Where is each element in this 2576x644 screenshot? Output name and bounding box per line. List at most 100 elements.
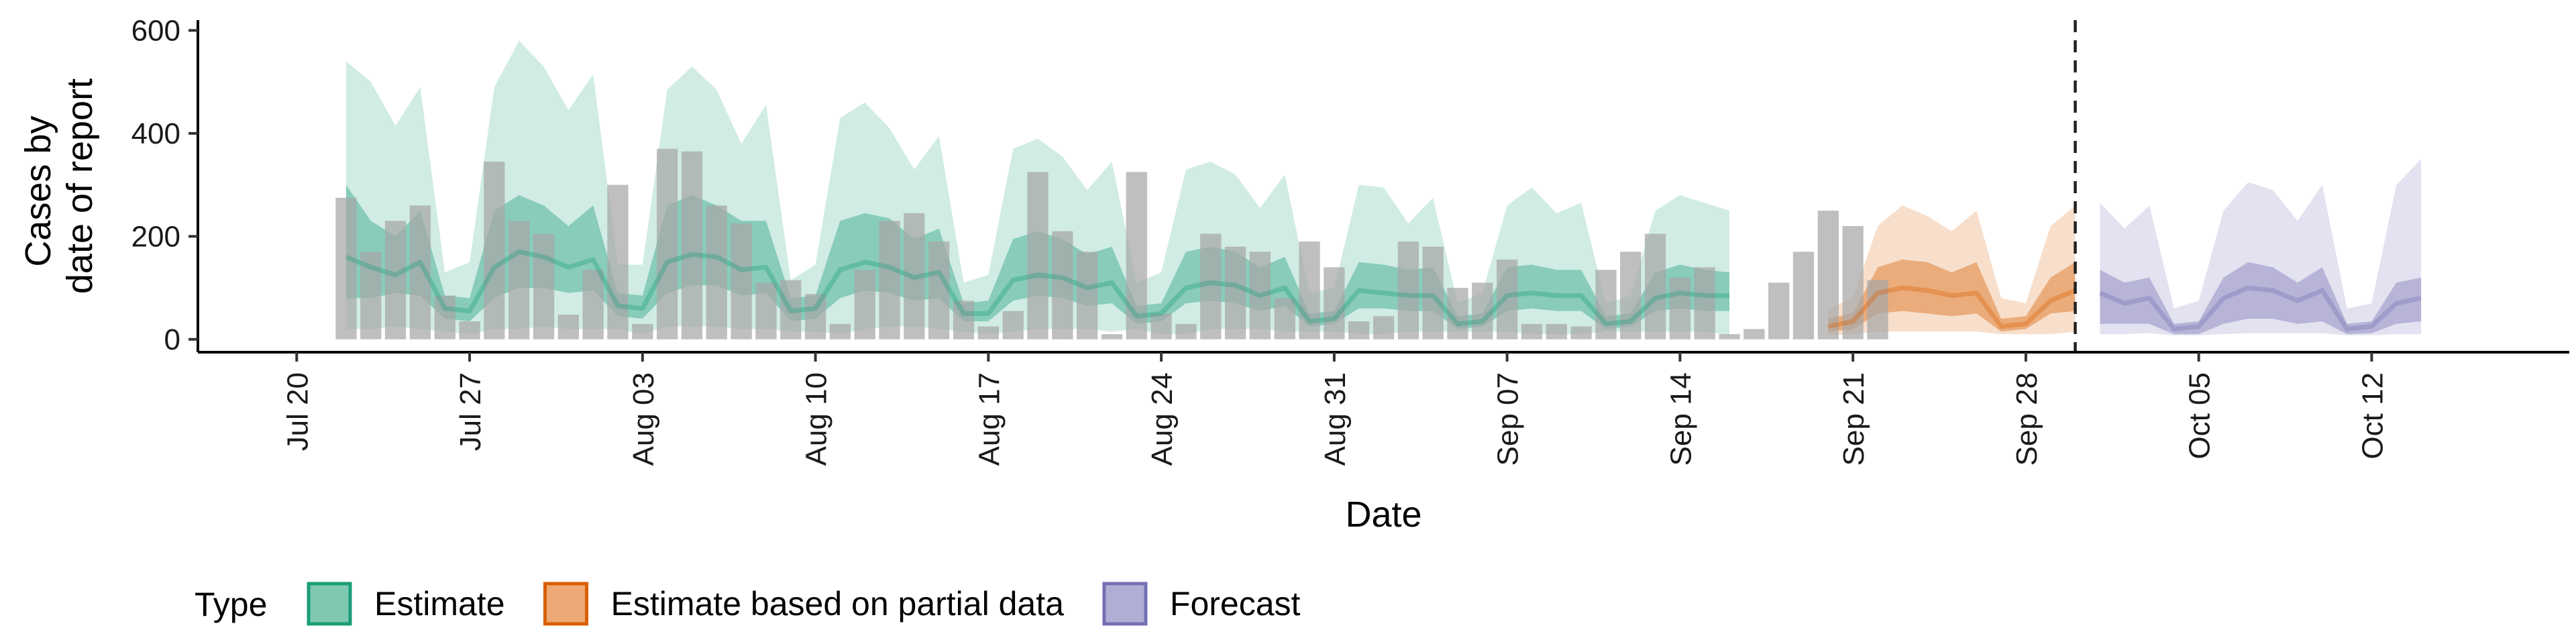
case-bar	[1743, 329, 1765, 339]
case-bar	[731, 223, 752, 339]
case-bar	[1150, 313, 1172, 339]
case-bar	[1397, 241, 1419, 339]
x-tick-label: Aug 31	[1319, 372, 1352, 466]
case-bar	[1546, 323, 1567, 339]
case-bar	[360, 252, 382, 339]
partial-median-line	[1827, 285, 2076, 329]
legend-key	[1102, 582, 1148, 626]
case-bar	[1274, 298, 1295, 339]
x-tick-label: Aug 03	[627, 372, 660, 466]
case-bar	[1224, 246, 1246, 339]
case-bar	[1669, 277, 1690, 339]
forecast-90-band	[2100, 159, 2422, 335]
legend-key	[543, 582, 589, 626]
case-bar	[1126, 172, 1147, 339]
case-bar	[904, 213, 925, 339]
case-bar	[1175, 323, 1197, 339]
case-bar	[1817, 211, 1839, 339]
case-bar	[459, 321, 480, 339]
case-bar	[1002, 311, 1024, 339]
median-lines	[345, 249, 2422, 331]
partial-90-band	[1828, 205, 2076, 335]
case-bar	[335, 197, 357, 339]
case-bar	[1373, 316, 1395, 339]
x-tick-label: Jul 27	[454, 372, 487, 451]
case-bar	[755, 282, 777, 339]
x-tick-label: Aug 24	[1146, 372, 1179, 466]
case-bar	[384, 221, 407, 339]
y-tick-label: 0	[164, 323, 180, 356]
case-bar	[1077, 252, 1098, 339]
legend-label: Estimate based on partial data	[611, 585, 1065, 623]
case-bar	[1348, 321, 1370, 339]
case-bar	[1792, 252, 1815, 339]
x-tick-label: Oct 05	[2184, 372, 2216, 460]
forecast-median-line	[2099, 285, 2422, 331]
case-bar	[879, 221, 900, 339]
x-tick-label: Sep 07	[1492, 372, 1525, 466]
case-bar	[681, 151, 703, 339]
case-bar	[1842, 226, 1864, 339]
x-tick-label: Oct 12	[2356, 372, 2389, 460]
case-bar	[1644, 233, 1666, 339]
legend-label: Estimate	[374, 585, 505, 623]
case-bar	[1497, 259, 1518, 339]
case-bar	[1249, 252, 1271, 339]
partial-50-band	[1828, 259, 2076, 332]
case-bar	[1101, 334, 1123, 339]
case-bar	[557, 315, 579, 339]
case-bar	[1324, 267, 1345, 339]
case-bar	[607, 184, 629, 339]
y-axis-title: Cases by date of report	[18, 78, 100, 294]
legend-title: Type	[195, 586, 267, 623]
case-bar	[533, 233, 555, 339]
case-bar	[928, 241, 950, 339]
forecast-50-band	[2100, 262, 2422, 335]
legend-label: Forecast	[1170, 585, 1301, 623]
legend-key	[307, 582, 352, 626]
y-tick-label: 200	[131, 220, 180, 253]
case-bar	[804, 294, 826, 339]
case-bar	[657, 148, 678, 339]
y-axis-title-line-1: Cases by	[18, 115, 58, 266]
case-bar	[484, 162, 505, 339]
y-axis-title-line-2: date of report	[60, 78, 100, 294]
case-bar	[1570, 326, 1592, 339]
case-bar	[1620, 252, 1642, 339]
case-bar	[1694, 267, 1715, 339]
plot-area	[335, 20, 2422, 352]
y-tick-label: 600	[131, 14, 180, 47]
case-bar	[706, 205, 727, 339]
case-bar	[1768, 282, 1790, 339]
case-bar	[1052, 231, 1073, 339]
case-bar	[953, 301, 975, 339]
case-bar	[1200, 233, 1222, 339]
axes: 0 200 400 600 Jul 20 Jul 27 Aug 03 Aug 10 Aug 1…	[131, 14, 2569, 466]
x-tick-label: Sep 21	[1837, 372, 1870, 466]
x-tick-label: Sep 28	[2010, 372, 2043, 466]
x-tick-label: Aug 17	[973, 372, 1006, 466]
x-axis-title: Date	[1345, 494, 1421, 535]
case-bar	[1867, 280, 1888, 339]
legend-items: Estimate Estimate based on partial data Fo…	[307, 582, 1301, 626]
case-bar	[1299, 241, 1320, 339]
case-bar	[632, 323, 653, 339]
case-bar	[1447, 288, 1468, 339]
case-bar	[1422, 246, 1444, 339]
case-bar	[1719, 334, 1740, 339]
x-tick-label: Aug 10	[800, 372, 833, 466]
case-bar	[409, 205, 431, 339]
legend: Type Estimate Estimate based on partial d…	[195, 582, 1301, 626]
observed-case-bars	[335, 148, 1888, 339]
estimate-median-line	[345, 249, 1729, 327]
case-bar	[829, 323, 851, 339]
case-bar	[1595, 270, 1617, 339]
x-tick-label: Sep 14	[1664, 372, 1697, 466]
case-bar	[434, 295, 455, 339]
case-bar	[508, 221, 530, 339]
y-tick-label: 400	[131, 117, 180, 150]
case-bar	[854, 270, 875, 339]
case-bar	[977, 326, 999, 339]
case-bar	[1472, 282, 1493, 339]
